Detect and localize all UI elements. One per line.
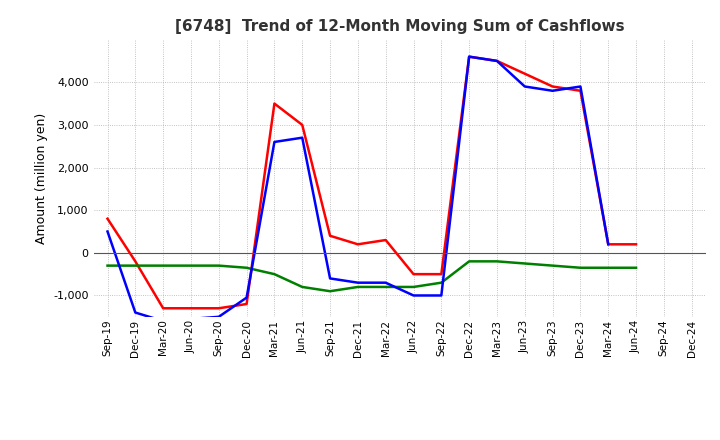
Operating Cashflow: [492, 58, 501, 63]
Free Cashflow: [409, 293, 418, 298]
Line: Free Cashflow: Free Cashflow: [107, 57, 608, 321]
Free Cashflow: [354, 280, 362, 285]
Free Cashflow: [576, 84, 585, 89]
Y-axis label: Amount (million yen): Amount (million yen): [35, 113, 48, 244]
Investing Cashflow: [631, 265, 640, 271]
Investing Cashflow: [131, 263, 140, 268]
Investing Cashflow: [103, 263, 112, 268]
Free Cashflow: [186, 316, 195, 322]
Operating Cashflow: [131, 259, 140, 264]
Title: [6748]  Trend of 12-Month Moving Sum of Cashflows: [6748] Trend of 12-Month Moving Sum of C…: [175, 19, 624, 34]
Free Cashflow: [492, 58, 501, 63]
Operating Cashflow: [242, 301, 251, 307]
Operating Cashflow: [215, 306, 223, 311]
Operating Cashflow: [576, 88, 585, 93]
Operating Cashflow: [325, 233, 334, 238]
Investing Cashflow: [437, 280, 446, 285]
Operating Cashflow: [604, 242, 613, 247]
Free Cashflow: [604, 242, 613, 247]
Operating Cashflow: [298, 122, 307, 128]
Free Cashflow: [549, 88, 557, 93]
Investing Cashflow: [492, 259, 501, 264]
Operating Cashflow: [631, 242, 640, 247]
Investing Cashflow: [159, 263, 168, 268]
Free Cashflow: [382, 280, 390, 285]
Free Cashflow: [242, 295, 251, 300]
Free Cashflow: [325, 276, 334, 281]
Operating Cashflow: [382, 238, 390, 243]
Investing Cashflow: [576, 265, 585, 271]
Operating Cashflow: [437, 271, 446, 277]
Investing Cashflow: [465, 259, 474, 264]
Line: Investing Cashflow: Investing Cashflow: [107, 261, 636, 291]
Free Cashflow: [131, 310, 140, 315]
Investing Cashflow: [549, 263, 557, 268]
Investing Cashflow: [382, 284, 390, 290]
Investing Cashflow: [186, 263, 195, 268]
Operating Cashflow: [409, 271, 418, 277]
Investing Cashflow: [604, 265, 613, 271]
Free Cashflow: [215, 314, 223, 319]
Investing Cashflow: [298, 284, 307, 290]
Free Cashflow: [465, 54, 474, 59]
Investing Cashflow: [409, 284, 418, 290]
Investing Cashflow: [325, 289, 334, 294]
Free Cashflow: [103, 229, 112, 234]
Operating Cashflow: [354, 242, 362, 247]
Free Cashflow: [521, 84, 529, 89]
Investing Cashflow: [215, 263, 223, 268]
Operating Cashflow: [103, 216, 112, 221]
Free Cashflow: [298, 135, 307, 140]
Operating Cashflow: [465, 54, 474, 59]
Operating Cashflow: [521, 71, 529, 77]
Operating Cashflow: [159, 306, 168, 311]
Operating Cashflow: [270, 101, 279, 106]
Investing Cashflow: [521, 261, 529, 266]
Operating Cashflow: [186, 306, 195, 311]
Investing Cashflow: [270, 271, 279, 277]
Investing Cashflow: [242, 265, 251, 271]
Investing Cashflow: [354, 284, 362, 290]
Free Cashflow: [270, 139, 279, 145]
Line: Operating Cashflow: Operating Cashflow: [107, 57, 636, 308]
Operating Cashflow: [549, 84, 557, 89]
Free Cashflow: [437, 293, 446, 298]
Free Cashflow: [159, 319, 168, 324]
